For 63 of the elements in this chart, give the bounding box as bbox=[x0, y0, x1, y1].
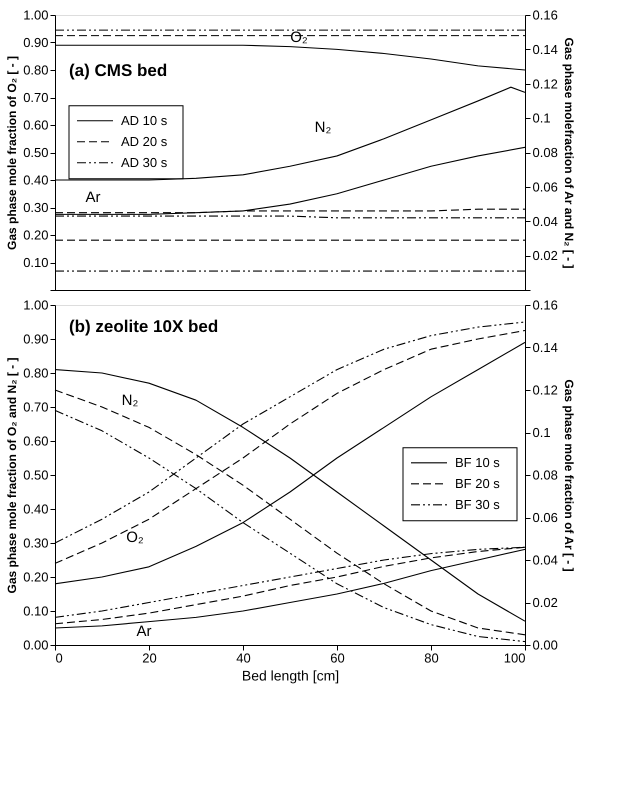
y2-tick-label: 0.16 bbox=[532, 298, 558, 312]
y2-tick-label: 0.04 bbox=[532, 214, 558, 229]
annotation: N₂ bbox=[122, 392, 139, 409]
y-tick-label: 1.00 bbox=[23, 8, 48, 22]
annotation: Ar bbox=[86, 189, 101, 206]
annotation: Ar bbox=[136, 623, 152, 640]
x-tick-label: 40 bbox=[236, 650, 251, 666]
x-tick-label: 0 bbox=[56, 650, 63, 666]
y2-tick-label: 0.14 bbox=[532, 42, 558, 57]
y-tick-label: 0.80 bbox=[23, 366, 48, 380]
y2-tick-label: 0.1 bbox=[532, 425, 551, 440]
x-tick-label: 100 bbox=[504, 650, 526, 666]
y-tick-label: 0.60 bbox=[23, 434, 48, 448]
y2-axis-title: Gas phase molefraction of Ar and N₂ [ - ] bbox=[562, 38, 576, 268]
y-tick-label: 0.40 bbox=[23, 502, 48, 516]
y2-tick-label: 0.1 bbox=[532, 110, 551, 126]
y-tick-label: 0.10 bbox=[23, 255, 48, 270]
y-tick-label: 0.80 bbox=[23, 62, 48, 78]
y-tick-label: 0.70 bbox=[23, 400, 48, 414]
x-tick-label: 60 bbox=[330, 650, 345, 666]
y-tick-label: 0.10 bbox=[23, 604, 48, 618]
y2-tick-label: 0.14 bbox=[532, 340, 558, 355]
y-axis-title: Gas phase mole fraction of O₂ and N₂ [ - ] bbox=[5, 357, 20, 594]
annotation: O₂ bbox=[126, 529, 144, 546]
text: (a) CMS bed bbox=[69, 61, 168, 80]
x-tick-label: 20 bbox=[142, 650, 157, 666]
y-tick-label: 0.30 bbox=[23, 200, 48, 215]
x-tick-label: 80 bbox=[424, 650, 439, 666]
y-tick-label: 0.90 bbox=[23, 332, 48, 346]
y-tick-label: 0.60 bbox=[23, 118, 48, 132]
y2-tick-label: 0.16 bbox=[532, 8, 558, 22]
y2-tick-label: 0.12 bbox=[532, 76, 558, 92]
y2-tick-label: 0.04 bbox=[532, 552, 558, 568]
legend-label: AD 10 s bbox=[121, 112, 168, 128]
y-tick-label: 0.00 bbox=[23, 638, 48, 652]
y2-tick-label: 0.08 bbox=[532, 468, 558, 482]
y2-tick-label: 0.12 bbox=[532, 382, 558, 398]
y2-axis-title: Gas phase mole fraction of Ar [ - ] bbox=[562, 379, 576, 572]
legend-label: BF 20 s bbox=[455, 476, 500, 491]
annotation: N₂ bbox=[314, 119, 332, 136]
legend-label: BF 30 s bbox=[455, 496, 500, 512]
y-tick-label: 1.00 bbox=[23, 298, 48, 312]
legend-label: AD 30 s bbox=[121, 154, 168, 170]
y-tick-label: 0.70 bbox=[23, 90, 48, 105]
y-tick-label: 0.50 bbox=[23, 468, 48, 482]
x-axis-title: Bed length [cm] bbox=[242, 668, 340, 684]
text: (b) zeolite 10X bed bbox=[69, 317, 218, 336]
y-axis-title: Gas phase mole fraction of O₂ [ - ] bbox=[5, 56, 20, 250]
y2-tick-label: 0.06 bbox=[532, 179, 558, 194]
y-tick-label: 0.50 bbox=[23, 145, 48, 160]
y-tick-label: 0.90 bbox=[23, 35, 48, 50]
y-tick-label: 0.40 bbox=[23, 172, 48, 188]
y-tick-label: 0.30 bbox=[23, 536, 48, 550]
y-tick-label: 0.20 bbox=[23, 228, 48, 242]
y2-tick-label: 0.00 bbox=[532, 638, 558, 652]
annotation: O₂ bbox=[290, 29, 308, 46]
y2-tick-label: 0.06 bbox=[532, 510, 558, 525]
y-tick-label: 0.20 bbox=[23, 570, 48, 584]
y2-tick-label: 0.02 bbox=[532, 248, 558, 264]
legend-label: AD 20 s bbox=[121, 134, 168, 149]
y2-tick-label: 0.08 bbox=[532, 145, 558, 160]
y2-tick-label: 0.02 bbox=[532, 595, 558, 610]
legend-label: BF 10 s bbox=[455, 454, 500, 470]
